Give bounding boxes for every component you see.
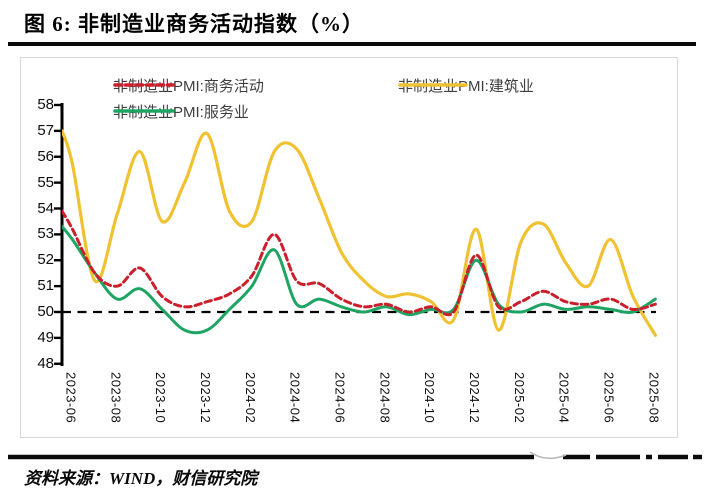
legend-item-services: 非制造业PMI:服务业 (113, 104, 249, 121)
y-axis-label: 57 (37, 121, 54, 139)
legend-label-business-activity: 非制造业PMI:商务活动 (113, 78, 264, 95)
y-axis-label: 55 (37, 173, 54, 191)
chart-title: 图 6: 非制造业商务活动指数（%） (24, 12, 364, 36)
series-construction-line (62, 129, 657, 337)
x-axis-label: 2024-06 (332, 372, 348, 424)
y-axis-label: 56 (37, 147, 54, 165)
y-axis-label: 50 (37, 303, 54, 320)
x-axis-label: 2025-04 (556, 372, 572, 424)
x-axis-label: 2024-02 (242, 372, 258, 424)
x-axis-label: 2024-04 (287, 372, 303, 424)
x-axis-label: 2024-08 (377, 372, 393, 424)
x-axis-label: 2025-06 (601, 372, 617, 424)
chart-panel (20, 57, 678, 438)
y-axis-label: 52 (37, 251, 54, 269)
x-axis-label: 2023-08 (108, 372, 124, 424)
series-business-activity-line (62, 209, 657, 317)
watermark-swoosh (529, 451, 567, 460)
title-rule (8, 42, 696, 46)
x-axis-label: 2024-12 (467, 372, 483, 424)
x-axis-label: 2025-08 (646, 372, 662, 424)
x-axis-label: 2023-06 (63, 372, 79, 424)
y-axis-label: 54 (37, 199, 54, 217)
x-axis-label: 2023-10 (153, 372, 169, 424)
x-axis-label: 2025-02 (511, 372, 527, 424)
x-axis-label: 2024-10 (422, 372, 438, 424)
x-axis-label: 2023-12 (198, 372, 214, 424)
y-axis-label: 58 (37, 96, 54, 113)
y-axis-label: 51 (37, 277, 54, 295)
y-axis-label: 53 (37, 225, 54, 243)
source-text: 资料来源：WIND，财信研究院 (24, 469, 258, 488)
y-axis-label: 48 (37, 354, 54, 372)
legend-label-services: 非制造业PMI:服务业 (113, 104, 249, 121)
series-services-line (62, 225, 657, 335)
legend-swatch-services-line (113, 109, 175, 113)
y-axis-label: 49 (37, 328, 54, 346)
legend-item-construction: 非制造业PMI:建筑业 (398, 79, 534, 94)
legend-swatch-business-activity-line (113, 83, 175, 87)
legend-swatch-construction-line (398, 83, 468, 87)
legend-item-business-activity: 非制造业PMI:商务活动 (113, 78, 264, 95)
